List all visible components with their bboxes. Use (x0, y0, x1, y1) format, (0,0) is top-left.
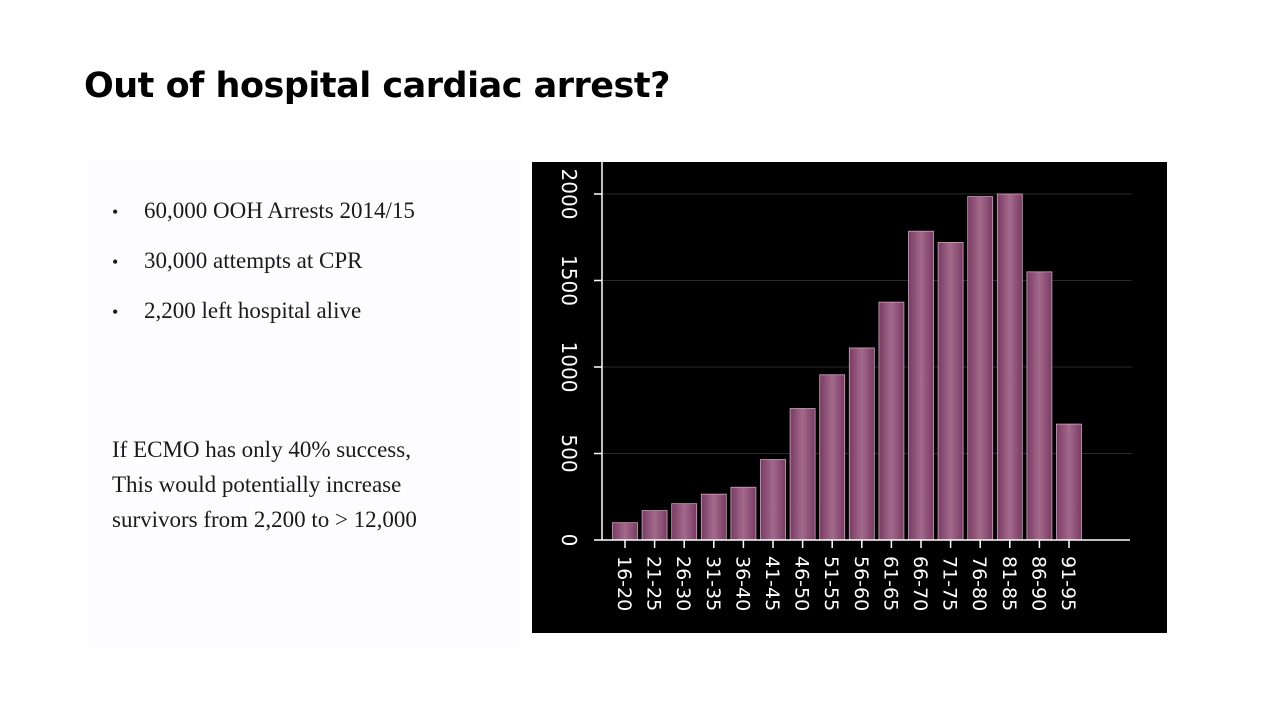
text-panel: • 60,000 OOH Arrests 2014/15 • 30,000 at… (88, 160, 520, 648)
x-tick-label: 41-45 (761, 556, 783, 611)
bullet-list: • 60,000 OOH Arrests 2014/15 • 30,000 at… (112, 198, 415, 348)
x-tick-label: 51-55 (820, 556, 842, 611)
x-tick-label: 76-80 (968, 556, 990, 611)
note-line: survivors from 2,200 to > 12,000 (112, 507, 417, 532)
bars (612, 193, 1082, 541)
x-tick-label: 91-95 (1057, 556, 1079, 611)
x-tick-label: 86-90 (1027, 556, 1049, 611)
bar-66-70 (908, 230, 934, 541)
bar-41-45 (760, 459, 786, 541)
bullet-icon: • (112, 302, 119, 322)
y-tick-label: 2000 (557, 169, 581, 220)
bullet-icon: • (112, 252, 119, 272)
x-tick-label: 71-75 (939, 556, 961, 611)
x-tick-label: 36-40 (731, 556, 753, 611)
x-tick-label: 26-30 (672, 556, 694, 611)
bar-56-60 (848, 347, 875, 541)
bar-21-25 (641, 510, 668, 541)
x-tick-label: 61-65 (879, 556, 901, 611)
bar-76-80 (967, 196, 994, 541)
x-tick-label: 31-35 (702, 556, 724, 611)
bar-71-75 (937, 242, 964, 541)
bar-16-20 (612, 522, 638, 541)
bar-91-95 (1056, 423, 1082, 541)
bar-31-35 (700, 493, 727, 541)
bullet-text: 30,000 attempts at CPR (144, 248, 363, 273)
bar-86-90 (1026, 271, 1053, 541)
bullet-item: • 60,000 OOH Arrests 2014/15 (112, 198, 415, 248)
bullet-item: • 2,200 left hospital alive (112, 298, 415, 348)
bullet-icon: • (112, 202, 119, 222)
chart-svg: 0 500 1000 1500 2000 16-20 21-25 26-30 31-35 36-… (557, 162, 1132, 611)
y-tick-label: 1500 (557, 255, 581, 306)
x-tick-labels: 16-20 21-25 26-30 31-35 36-40 41-45 46-50 51-55… (613, 556, 1079, 611)
age-histogram-chart: 0 500 1000 1500 2000 16-20 21-25 26-30 31-35 36-… (532, 162, 1167, 633)
y-tick-label: 1000 (557, 342, 581, 393)
x-tick-label: 81-85 (998, 556, 1020, 611)
bullet-text: 60,000 OOH Arrests 2014/15 (144, 198, 415, 223)
x-tick-label: 56-60 (850, 556, 872, 611)
bar-46-50 (789, 408, 816, 541)
slide-title: Out of hospital cardiac arrest? (84, 66, 670, 106)
ecmo-note: If ECMO has only 40% success, This would… (112, 432, 417, 537)
x-tick-label: 21-25 (643, 556, 665, 611)
note-line: If ECMO has only 40% success, (112, 437, 411, 462)
x-tick-label: 66-70 (909, 556, 931, 611)
note-line: This would potentially increase (112, 472, 402, 497)
bar-36-40 (730, 486, 757, 541)
bar-26-30 (671, 503, 698, 541)
x-tick-label: 16-20 (613, 556, 635, 611)
bar-51-55 (819, 374, 846, 541)
y-tick-label: 0 (557, 534, 581, 547)
y-tick-label: 500 (557, 434, 581, 472)
axes (594, 162, 1130, 548)
bullet-text: 2,200 left hospital alive (144, 298, 362, 323)
y-tick-labels: 0 500 1000 1500 2000 (557, 169, 581, 547)
bar-81-85 (996, 193, 1023, 541)
bar-61-65 (878, 301, 905, 541)
x-tick-label: 46-50 (791, 556, 813, 611)
bullet-item: • 30,000 attempts at CPR (112, 248, 415, 298)
